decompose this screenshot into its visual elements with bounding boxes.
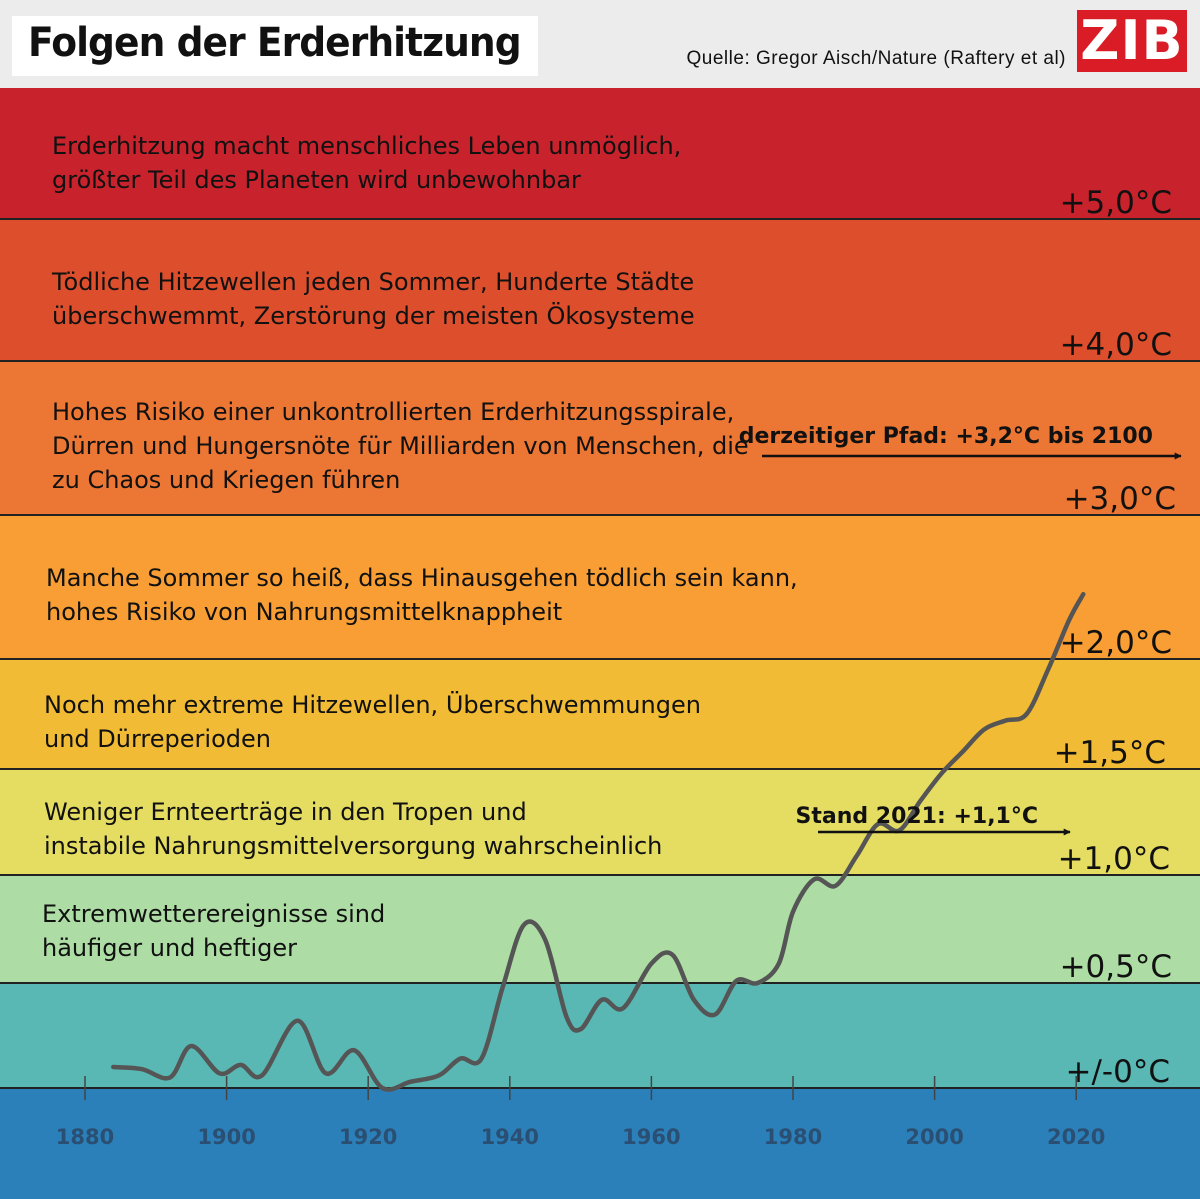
current-path-annotation: derzeitiger Pfad: +3,2°C bis 2100: [739, 424, 1153, 449]
band-3: [0, 515, 1200, 659]
page-title: Folgen der Erderhitzung: [28, 20, 522, 66]
bands-layer: Erderhitzung macht menschliches Leben un…: [0, 88, 1200, 1199]
band-4: [0, 659, 1200, 769]
band-2-text-line: Hohes Risiko einer unkontrollierten Erde…: [52, 398, 734, 426]
band-4-text-line: Noch mehr extreme Hitzewellen, Überschwe…: [44, 690, 701, 719]
x-tick-label: 1940: [481, 1125, 539, 1149]
x-tick-label: 1900: [197, 1125, 255, 1149]
status-2021-annotation: Stand 2021: +1,1°C: [795, 804, 1038, 829]
band-0-text-line: größter Teil des Planeten wird unbewohnb…: [52, 166, 581, 194]
line-layer: [111, 591, 1086, 1092]
band-1-threshold-label: +4,0°C: [1060, 327, 1172, 363]
title-box: Folgen der Erderhitzung: [12, 16, 538, 76]
band-2: [0, 361, 1200, 515]
band-5: [0, 769, 1200, 875]
x-tick-label: 1880: [56, 1125, 114, 1149]
band-4-threshold-label: +1,5°C: [1054, 735, 1166, 771]
band-2-threshold-label: +3,0°C: [1064, 481, 1176, 517]
source-credit: Quelle: Gregor Aisch/Nature (Raftery et …: [686, 48, 1066, 69]
band-6: [0, 875, 1200, 983]
x-tick-label: 1980: [764, 1125, 822, 1149]
x-tick-label: 2020: [1047, 1125, 1105, 1149]
band-3-text-line: Manche Sommer so heiß, dass Hinausgehen …: [46, 564, 798, 592]
temperature-series-line: [111, 591, 1086, 1092]
band-6-threshold-label: +0,5°C: [1060, 949, 1172, 985]
band-2-text-line: zu Chaos und Kriegen führen: [52, 466, 400, 494]
band-6-text-line: häufiger und heftiger: [42, 934, 297, 962]
band-4-text-line: und Dürreperioden: [44, 725, 271, 753]
band-2-text-line: Dürren und Hungersnöte für Milliarden vo…: [52, 432, 749, 460]
x-tick-label: 1920: [339, 1125, 397, 1149]
header: Folgen der Erderhitzung Quelle: Gregor A…: [0, 0, 1200, 88]
x-tick-label: 1960: [622, 1125, 680, 1149]
band-1: [0, 219, 1200, 361]
annotation-layer: derzeitiger Pfad: +3,2°C bis 2100 Stand …: [739, 424, 1182, 836]
ticks-layer: 1880 1900 1920 1940 1960 1980 2000 2020: [56, 1076, 1105, 1149]
band-0-threshold-label: +5,0°C: [1060, 185, 1172, 221]
band-3-text-line: hohes Risiko von Nahrungsmittelknappheit: [46, 598, 562, 626]
band-7-threshold-label: +/-0°C: [1066, 1054, 1170, 1090]
band-1-text-line: überschwemmt, Zerstörung der meisten Öko…: [52, 301, 695, 330]
band-5-text-line: instabile Nahrungsmittelversorgung wahrs…: [44, 832, 662, 860]
band-0: [0, 88, 1200, 219]
band-3-threshold-label: +2,0°C: [1060, 625, 1172, 661]
band-5-text-line: Weniger Ernteerträge in den Tropen und: [44, 798, 527, 826]
below-zero-area: [0, 1088, 1200, 1199]
band-1-text-line: Tödliche Hitzewellen jeden Sommer, Hunde…: [51, 268, 694, 296]
band-5-threshold-label: +1,0°C: [1058, 841, 1170, 877]
band-6-text-line: Extremwetterereignisse sind: [42, 900, 385, 928]
band-0-text-line: Erderhitzung macht menschliches Leben un…: [52, 132, 681, 160]
zib-logo: ZIB: [1077, 10, 1187, 72]
x-tick-label: 2000: [905, 1125, 963, 1149]
